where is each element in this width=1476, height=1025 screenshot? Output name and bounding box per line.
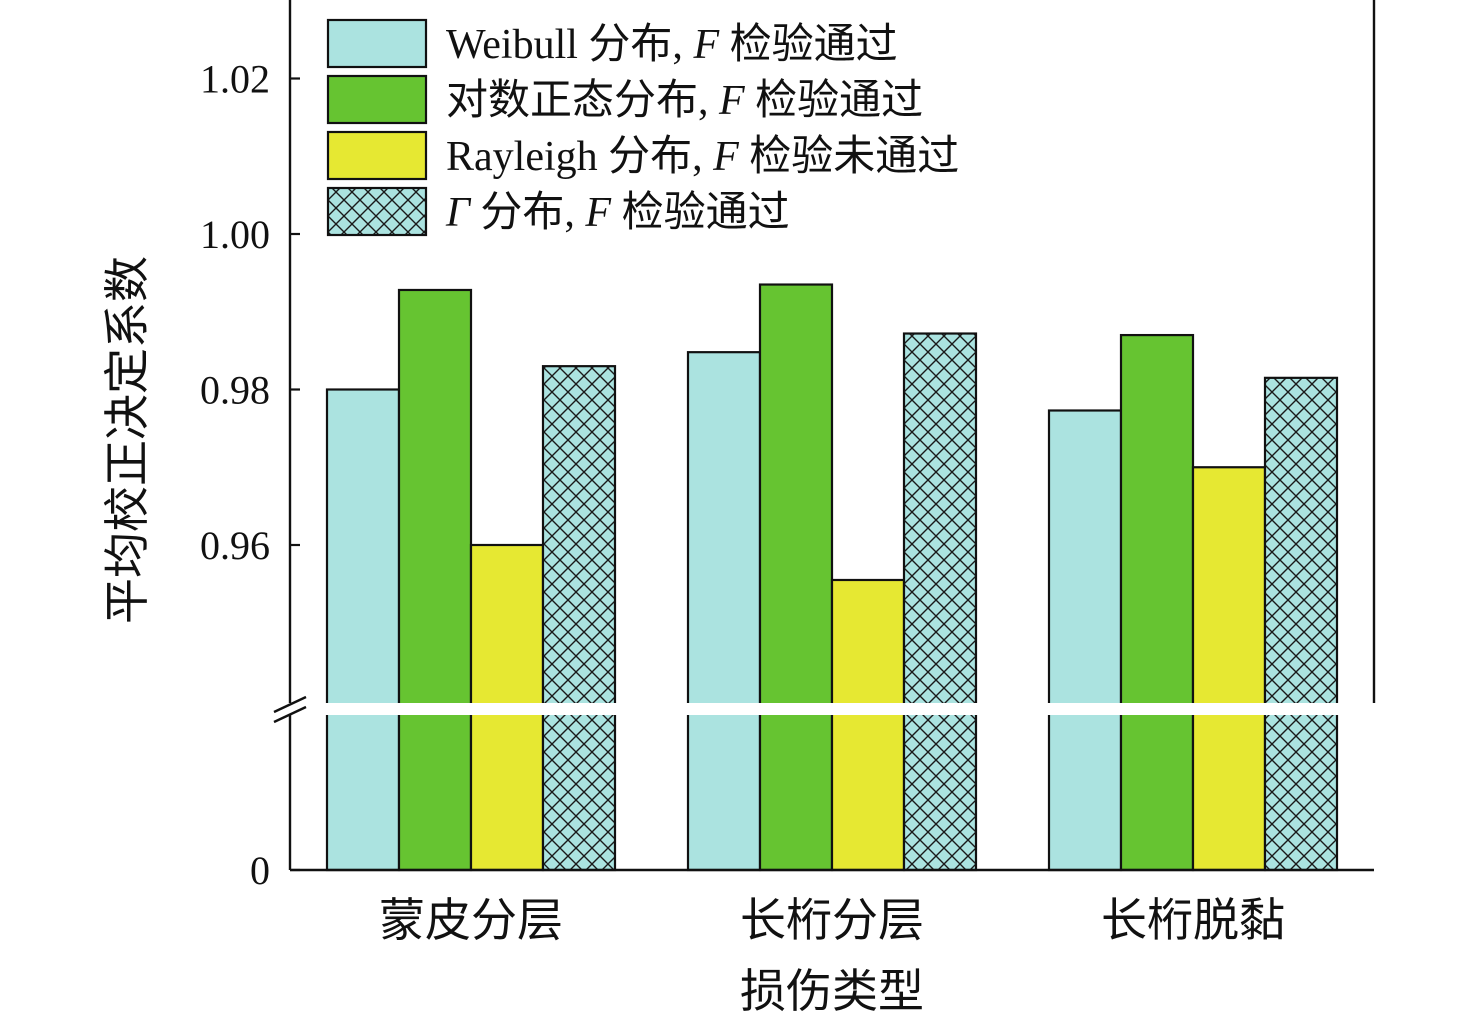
bar-2-2 <box>758 283 834 872</box>
legend-entry: Rayleigh 分布, F 检验未通过 <box>446 133 959 180</box>
y-tick-label: 0.96 <box>200 523 270 568</box>
legend-entry: Weibull 分布, F 检验通过 <box>446 21 898 68</box>
bar-4-1 <box>541 365 617 872</box>
legend-swatch <box>326 186 428 237</box>
y-tick-label: 0.98 <box>200 368 270 413</box>
bar-2-3 <box>1119 333 1195 872</box>
y-tick-label: 0 <box>250 848 270 893</box>
y-ticks: 0 0.96 0.98 1.00 1.02 <box>200 57 300 893</box>
x-category-label: 长桁分层 <box>740 895 924 946</box>
legend-swatch <box>326 130 428 181</box>
bar-4-2 <box>902 332 978 872</box>
bar-1-2 <box>686 351 762 872</box>
legend-swatch <box>326 74 428 125</box>
y-axis-title: 平均校正决定系数 <box>102 256 153 624</box>
bar-3-3 <box>1191 466 1267 872</box>
axes <box>288 0 1376 872</box>
axis-break <box>250 695 1414 724</box>
legend-swatch <box>326 18 428 69</box>
bar-3-2 <box>830 578 906 872</box>
bar-1-3 <box>1047 409 1123 872</box>
legend-entry: Γ 分布, F 检验通过 <box>445 189 790 236</box>
bar-1-1 <box>325 388 401 872</box>
y-tick-label: 1.02 <box>200 57 270 102</box>
x-categories: 蒙皮分层 长桁分层 长桁脱黏 <box>379 895 1285 946</box>
bars-layer <box>325 283 1339 872</box>
break-gap <box>250 703 1414 715</box>
x-category-label: 蒙皮分层 <box>379 895 563 946</box>
y-tick-label: 1.00 <box>200 212 270 257</box>
bar-2-1 <box>397 288 473 872</box>
x-axis-title: 损伤类型 <box>740 966 924 1017</box>
break-slash-1 <box>273 695 307 714</box>
bar-4-3 <box>1263 376 1339 872</box>
break-slash-2 <box>273 705 307 724</box>
x-category-label: 长桁脱黏 <box>1101 895 1285 946</box>
legend-entry: 对数正态分布, F 检验通过 <box>446 77 923 124</box>
